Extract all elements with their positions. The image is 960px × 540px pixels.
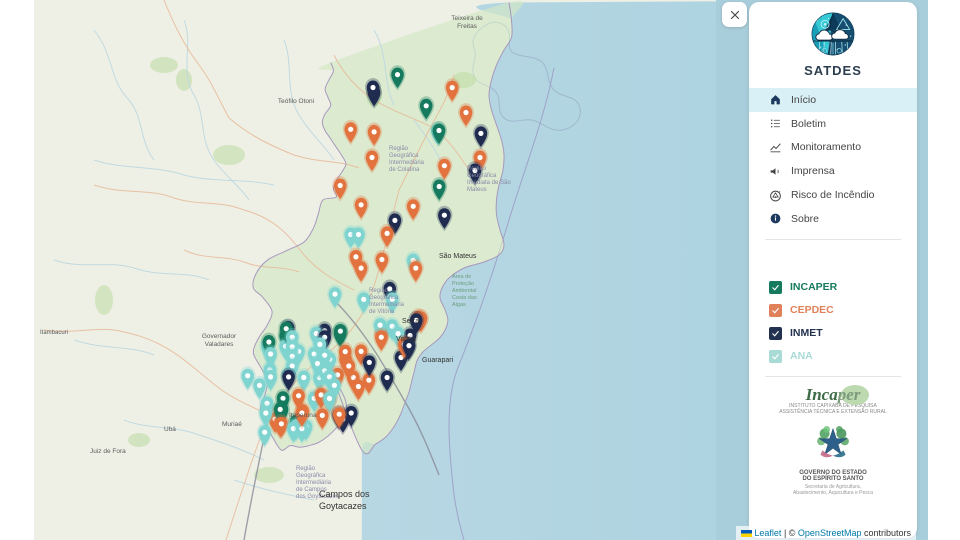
svg-text:Imediata de São: Imediata de São: [467, 180, 511, 186]
svg-text:de Vitória: de Vitória: [369, 309, 395, 315]
svg-text:Itambacuri: Itambacuri: [40, 330, 68, 336]
svg-text:Teixeira de: Teixeira de: [451, 15, 483, 22]
svg-text:Campos dos: Campos dos: [319, 489, 370, 499]
svg-text:Ambiental: Ambiental: [452, 288, 476, 294]
svg-text:Área de: Área de: [452, 273, 471, 280]
svg-text:Goytacazes: Goytacazes: [319, 501, 367, 511]
svg-text:Costa das: Costa das: [452, 295, 477, 301]
svg-text:Região: Região: [369, 288, 389, 294]
svg-text:Intermediária: Intermediária: [389, 160, 425, 166]
svg-text:Serra: Serra: [402, 318, 419, 325]
svg-text:Algas: Algas: [452, 302, 466, 308]
svg-text:Mateus: Mateus: [467, 187, 487, 193]
svg-text:Intermediária: Intermediária: [296, 480, 332, 486]
svg-text:Geográfica: Geográfica: [369, 295, 399, 301]
svg-text:São Mateus: São Mateus: [439, 253, 477, 260]
svg-text:Teófilo Otoni: Teófilo Otoni: [278, 98, 314, 105]
svg-text:Valadares: Valadares: [205, 341, 235, 348]
svg-text:Ubá: Ubá: [164, 426, 176, 433]
svg-text:Região: Região: [467, 166, 487, 172]
svg-text:Juiz de Fora: Juiz de Fora: [90, 448, 126, 455]
svg-text:Governador: Governador: [202, 333, 237, 340]
svg-text:Geográfica: Geográfica: [296, 473, 326, 479]
svg-text:Região: Região: [389, 146, 409, 152]
svg-text:de Colatina: de Colatina: [389, 167, 420, 173]
svg-text:Geográfica: Geográfica: [467, 173, 497, 179]
svg-text:Guarapari: Guarapari: [422, 357, 454, 364]
svg-text:Geográfica: Geográfica: [389, 153, 419, 159]
svg-text:Proteção: Proteção: [452, 281, 474, 287]
svg-text:Itaperuna: Itaperuna: [289, 412, 317, 419]
svg-text:Região: Região: [296, 466, 316, 472]
svg-text:Intermediária: Intermediária: [369, 302, 405, 308]
svg-text:Muriaé: Muriaé: [222, 421, 242, 428]
svg-text:Freitas: Freitas: [457, 23, 478, 30]
svg-text:Vitória: Vitória: [396, 336, 416, 343]
